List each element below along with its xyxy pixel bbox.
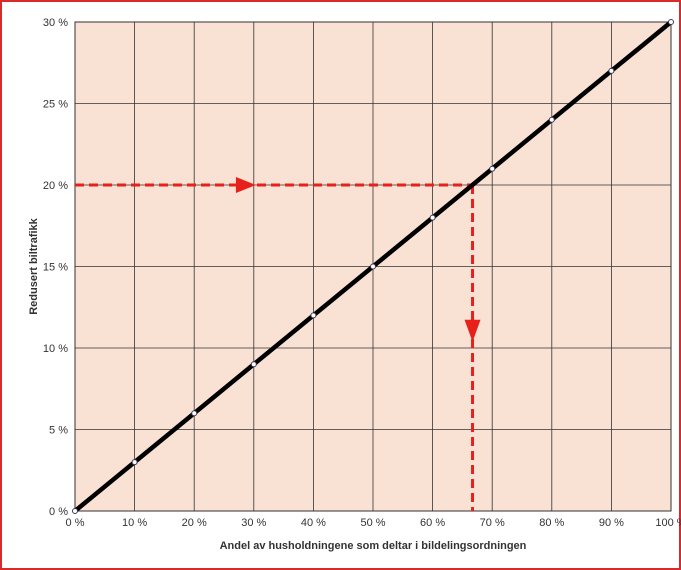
data-point: [310, 312, 317, 319]
y-tick-label: 10 %: [43, 343, 68, 355]
data-point: [429, 214, 436, 221]
data-point: [370, 263, 376, 270]
x-tick-label: 20 %: [182, 517, 207, 529]
y-tick-label: 30 %: [43, 17, 68, 29]
data-point: [191, 410, 198, 417]
data-point: [608, 67, 615, 74]
y-tick-label: 15 %: [43, 262, 68, 274]
data-point: [131, 459, 138, 466]
annotation-layer: [75, 177, 481, 511]
y-tick-label: 5 %: [49, 425, 68, 437]
series-layer: [72, 19, 674, 514]
data-point: [668, 19, 674, 25]
x-tick-label: 70 %: [480, 517, 505, 529]
x-tick-label: 80 %: [539, 517, 564, 529]
x-tick-label: 90 %: [599, 517, 624, 529]
y-tick-label: 0 %: [49, 506, 68, 518]
y-tick-label: 20 %: [43, 180, 68, 192]
x-tick-label: 50 %: [360, 517, 385, 529]
annotation-down-arrowhead: [464, 319, 481, 342]
x-tick-label: 100 %: [655, 517, 681, 529]
data-point: [72, 508, 78, 514]
x-tick-label: 10 %: [122, 517, 147, 529]
x-tick-label: 30 %: [241, 517, 266, 529]
data-point: [548, 116, 555, 123]
data-point: [250, 361, 257, 368]
y-tick-label: 25 %: [43, 99, 68, 111]
x-tick-label: 40 %: [301, 517, 326, 529]
y-axis-title: Redusert biltrafikk: [28, 217, 40, 314]
x-tick-label: 60 %: [420, 517, 445, 529]
x-axis-title: Andel av husholdningene som deltar i bil…: [220, 540, 527, 552]
annotation-right-arrowhead: [235, 177, 256, 193]
data-point: [489, 165, 496, 172]
grid-lines: [74, 21, 672, 512]
x-tick-label: 0 %: [66, 517, 85, 529]
tick-labels: 0 % 10 % 20 % 30 % 40 % 50 % 60 % 70 % 80 % 90 % 1…: [43, 17, 681, 529]
